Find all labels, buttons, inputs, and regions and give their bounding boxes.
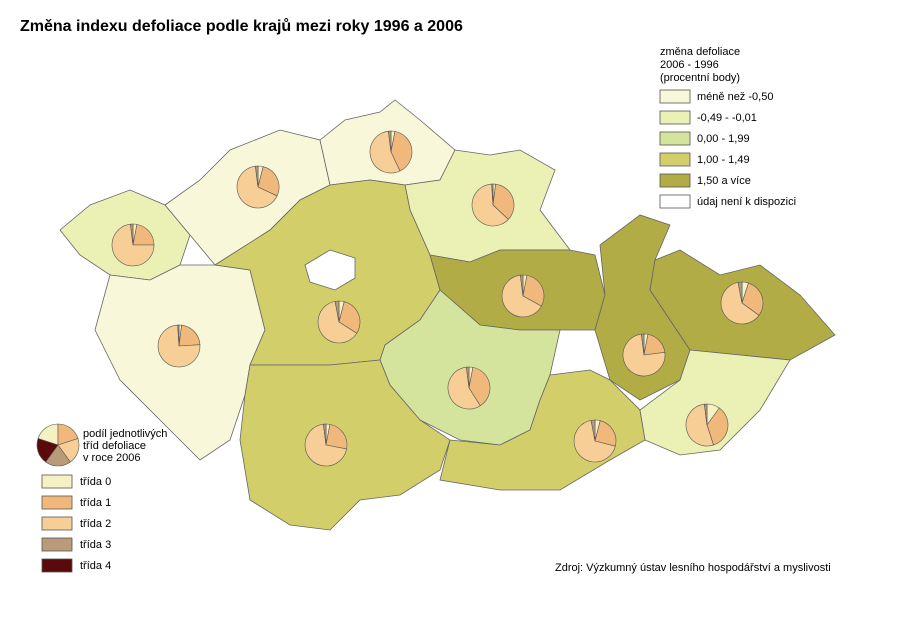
pie-slice <box>573 420 616 463</box>
pie-slice <box>491 183 494 206</box>
pie-slice <box>257 166 280 197</box>
pie-slice <box>594 420 617 447</box>
legend-label: třída 1 <box>80 497 111 509</box>
pie-slice <box>641 333 645 356</box>
legend-title: v roce 2006 <box>83 452 140 464</box>
pie-slice <box>522 275 545 307</box>
legend-swatch <box>41 537 73 552</box>
pie-slice <box>720 282 760 325</box>
pie-slice <box>685 403 714 447</box>
pie-slice <box>622 333 666 377</box>
pie-slice <box>317 301 358 344</box>
legend-swatch <box>659 194 691 209</box>
pie-slice <box>471 183 509 227</box>
pie-slice <box>492 183 515 220</box>
pie-slice <box>236 165 278 209</box>
pie-slice <box>706 407 729 446</box>
legend-label: -0,49 - -0,01 <box>697 112 757 124</box>
legend-swatch <box>41 516 73 531</box>
pie-slice <box>130 223 134 246</box>
pie-slice <box>323 423 327 446</box>
pie-slice <box>304 423 347 467</box>
legend-pie-slice <box>36 438 59 463</box>
pie-slice <box>325 424 348 450</box>
legend-title: podíl jednotlivých <box>83 428 167 440</box>
legend-swatch <box>659 152 691 167</box>
pie-slice <box>334 300 340 323</box>
pie-slice <box>590 419 596 442</box>
pie-slice <box>501 274 542 318</box>
region <box>304 249 356 291</box>
legend-title: tříd defoliace <box>83 440 146 452</box>
pie-slice <box>704 403 708 426</box>
pie-slice <box>177 324 180 347</box>
pie-slice <box>338 301 361 334</box>
pie-slice <box>157 324 201 368</box>
pie-slice <box>390 131 413 172</box>
pie-slice <box>447 366 481 410</box>
legend-label: 0,00 - 1,99 <box>697 133 750 145</box>
pie-slice <box>741 282 764 316</box>
legend-label: 1,00 - 1,49 <box>697 154 750 166</box>
pie-slice <box>737 281 743 304</box>
legend-swatch <box>41 558 73 573</box>
pie-slice <box>255 165 259 188</box>
source: Zdroj: Výzkumný ústav lesního hospodářst… <box>555 562 831 574</box>
legend-label: třída 4 <box>80 560 111 572</box>
pie-slice <box>369 130 401 174</box>
legend-label: třída 3 <box>80 539 111 551</box>
map-title: Změna indexu defoliace podle krajů mezi … <box>20 18 463 35</box>
pie-slice <box>111 223 155 267</box>
region <box>639 349 791 456</box>
legend-label: třída 0 <box>80 476 111 488</box>
legend-title: 2006 - 1996 <box>660 59 719 71</box>
pie-slice <box>388 130 392 153</box>
legend-swatch <box>41 474 73 489</box>
legend-label: 1,50 a více <box>697 175 751 187</box>
legend-title: změna defoliace <box>660 46 740 58</box>
legend-swatch <box>659 89 691 104</box>
pie-slice <box>466 366 470 389</box>
legend-swatch <box>659 110 691 125</box>
legend-label: méně než -0,50 <box>697 91 773 103</box>
pie-slice <box>520 274 524 297</box>
legend-label: údaj není k dispozici <box>697 196 796 208</box>
legend-swatch <box>41 495 73 510</box>
legend-swatch <box>659 173 691 188</box>
legend-title: (procentní body) <box>660 72 740 84</box>
pies <box>111 130 764 467</box>
legend-label: třída 2 <box>80 518 111 530</box>
legend-swatch <box>659 131 691 146</box>
